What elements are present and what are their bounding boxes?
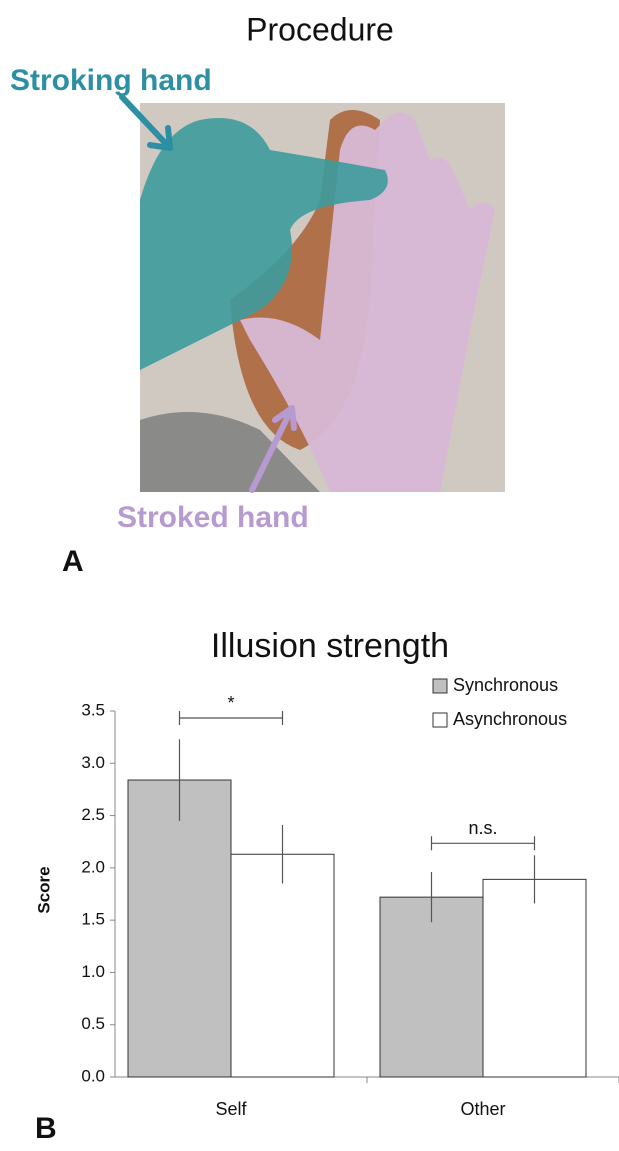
photo bbox=[140, 103, 505, 492]
legend-swatch bbox=[432, 712, 448, 728]
bar bbox=[127, 779, 232, 1078]
legend-label: Asynchronous bbox=[453, 709, 567, 729]
y-tick-label: 2.5 bbox=[81, 805, 105, 824]
y-axis-label: Score bbox=[34, 866, 53, 913]
y-tick-label: 3.0 bbox=[81, 753, 105, 772]
significance-bracket bbox=[430, 836, 536, 851]
y-tick-label: 1.5 bbox=[81, 910, 105, 929]
arrow bbox=[249, 405, 297, 493]
y-tick-label: 0.0 bbox=[81, 1066, 105, 1085]
x-tick-label: Self bbox=[215, 1099, 247, 1119]
y-tick-label: 3.5 bbox=[81, 700, 105, 719]
panel-letter: A bbox=[62, 545, 84, 578]
bar bbox=[230, 853, 335, 1078]
significance-bracket bbox=[178, 711, 284, 725]
chart-title: Illusion strength bbox=[211, 627, 449, 665]
panel-letter: B bbox=[35, 1112, 57, 1145]
bar bbox=[482, 878, 587, 1078]
annotation: n.s. bbox=[468, 818, 497, 838]
stroking-label: Stroking hand bbox=[10, 64, 212, 97]
annotation: * bbox=[227, 693, 234, 713]
bar bbox=[379, 896, 484, 1078]
stroked-label: Stroked hand bbox=[117, 501, 309, 534]
arrow bbox=[119, 94, 173, 151]
panel-title: Procedure bbox=[246, 11, 394, 47]
y-tick-label: 0.5 bbox=[81, 1014, 105, 1033]
legend-swatch bbox=[432, 678, 448, 694]
x-tick-label: Other bbox=[460, 1099, 505, 1119]
legend-label: Synchronous bbox=[453, 675, 558, 695]
y-tick-label: 2.0 bbox=[81, 857, 105, 876]
y-tick-label: 1.0 bbox=[81, 962, 105, 981]
